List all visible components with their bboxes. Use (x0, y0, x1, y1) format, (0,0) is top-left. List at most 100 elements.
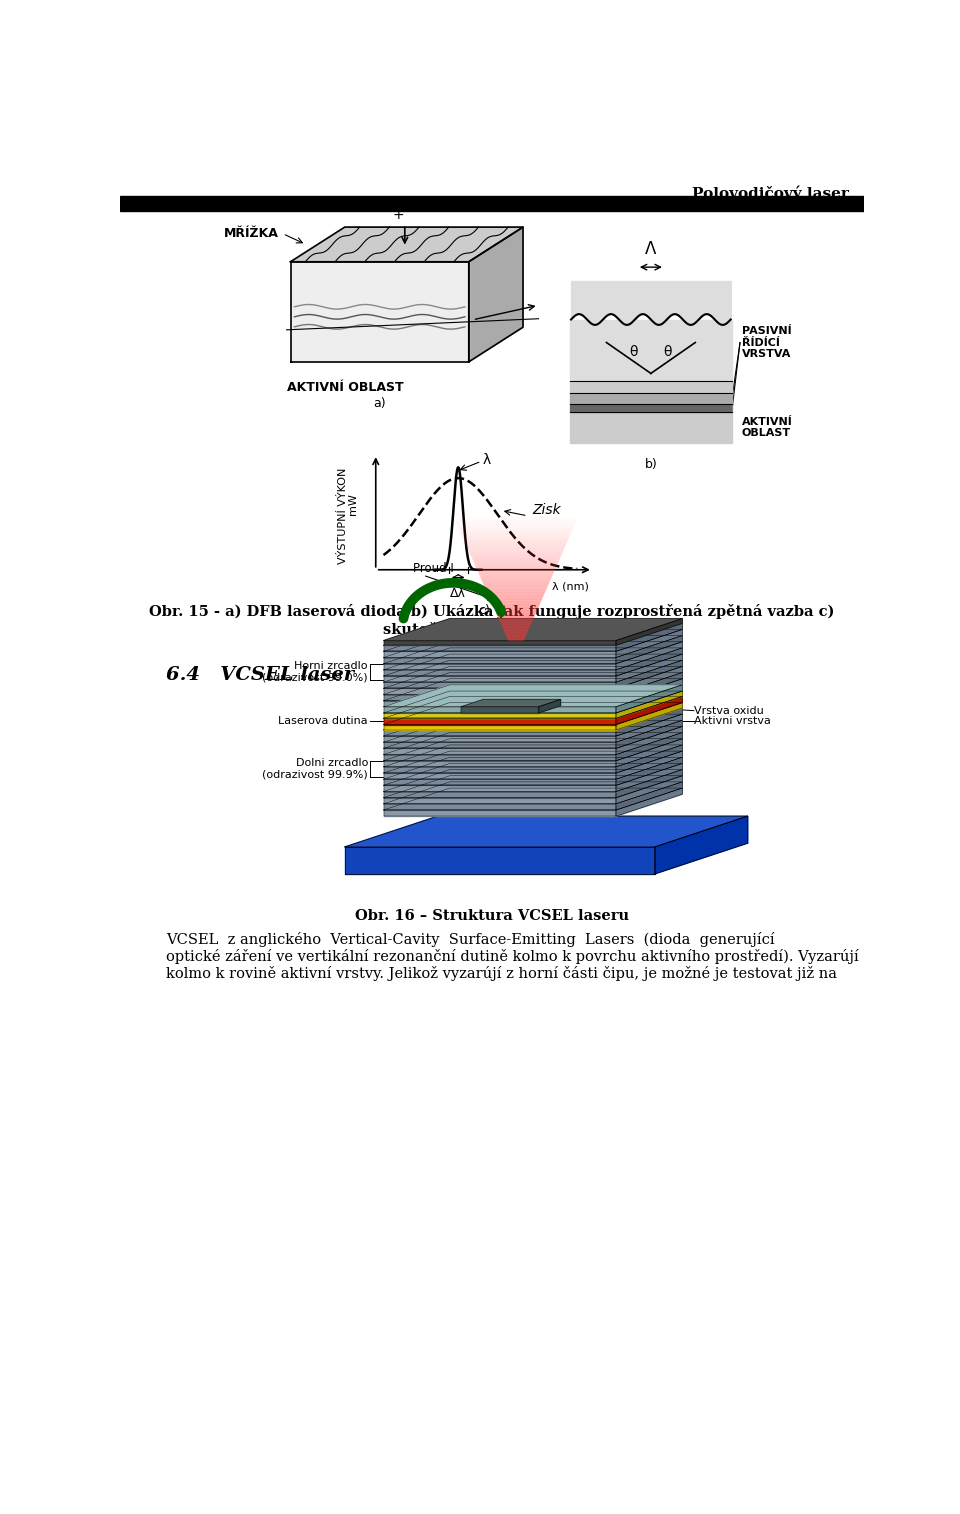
Polygon shape (504, 631, 528, 634)
Text: skutečný singlemode zaříč: skutečný singlemode zaříč (383, 621, 601, 637)
Polygon shape (383, 792, 616, 798)
Text: b): b) (644, 459, 658, 471)
Polygon shape (500, 622, 532, 625)
Text: PASIVNÍ
ŘÍDÍCÍ
VRSTVA: PASIVNÍ ŘÍDÍCÍ VRSTVA (741, 326, 791, 359)
Bar (569, 412, 732, 442)
Polygon shape (616, 666, 683, 695)
Polygon shape (616, 781, 683, 810)
Polygon shape (383, 684, 683, 707)
Polygon shape (383, 663, 616, 669)
Polygon shape (383, 768, 616, 774)
Text: kolmo k rovině aktivní vrstvy. Jelikož vyzarújí z horní části čipu, je možné je : kolmo k rovině aktivní vrstvy. Jelikož v… (166, 966, 837, 981)
Polygon shape (461, 699, 561, 707)
Text: VÝSTUPNÍ VÝKON
      mW: VÝSTUPNÍ VÝKON mW (338, 468, 359, 565)
Text: λ: λ (483, 453, 492, 466)
Polygon shape (488, 595, 544, 598)
Polygon shape (383, 774, 616, 780)
Polygon shape (478, 572, 554, 575)
Polygon shape (487, 592, 545, 595)
Polygon shape (616, 745, 683, 774)
Polygon shape (383, 624, 683, 645)
Polygon shape (383, 786, 616, 792)
Polygon shape (507, 637, 525, 640)
Polygon shape (383, 669, 616, 677)
Polygon shape (383, 701, 616, 707)
Text: θ: θ (663, 345, 672, 359)
Polygon shape (383, 736, 616, 742)
Text: Horni zrcadlo
(odrazivost 99.0%): Horni zrcadlo (odrazivost 99.0%) (262, 662, 368, 683)
Polygon shape (483, 581, 549, 584)
Polygon shape (485, 589, 547, 592)
Bar (569, 319, 732, 382)
Text: Δλ: Δλ (450, 587, 467, 600)
Text: Dolni zrcadlo
(odrazivost 99.9%): Dolni zrcadlo (odrazivost 99.9%) (262, 759, 368, 780)
Polygon shape (383, 721, 683, 742)
Text: +: + (393, 207, 404, 223)
Polygon shape (471, 557, 561, 560)
Polygon shape (616, 690, 683, 718)
Polygon shape (616, 702, 683, 730)
Polygon shape (383, 648, 683, 669)
Polygon shape (480, 575, 552, 578)
Text: optické záření ve vertikální rezonanční dutině kolmo k povrchu aktivního prostře: optické záření ve vertikální rezonanční … (166, 949, 859, 963)
Polygon shape (484, 584, 548, 589)
Polygon shape (616, 642, 683, 669)
Polygon shape (383, 678, 683, 701)
Polygon shape (291, 262, 468, 362)
Polygon shape (383, 745, 683, 768)
Text: VCSEL  z anglického  Vertical-Cavity  Surface-Emitting  Lasers  (dioda  generují: VCSEL z anglického Vertical-Cavity Surfa… (166, 931, 775, 946)
Bar (120, 195, 864, 197)
Polygon shape (616, 648, 683, 677)
Polygon shape (383, 695, 616, 701)
Polygon shape (383, 769, 683, 792)
Polygon shape (494, 610, 538, 613)
Polygon shape (383, 733, 683, 754)
Bar (569, 382, 732, 392)
Text: a): a) (373, 397, 386, 409)
Bar (569, 392, 732, 404)
Text: Obr. 16 – Struktura VCSEL laseru: Obr. 16 – Struktura VCSEL laseru (355, 908, 629, 922)
Polygon shape (383, 702, 683, 725)
Polygon shape (496, 613, 536, 616)
Polygon shape (468, 548, 564, 551)
Polygon shape (616, 660, 683, 689)
Polygon shape (616, 684, 683, 713)
Polygon shape (616, 789, 683, 816)
Polygon shape (383, 763, 683, 786)
Polygon shape (383, 651, 616, 657)
Polygon shape (506, 634, 526, 637)
Text: θ: θ (630, 345, 638, 359)
Polygon shape (383, 657, 616, 663)
Polygon shape (616, 619, 683, 645)
Polygon shape (460, 530, 572, 533)
Polygon shape (461, 533, 571, 536)
Polygon shape (490, 598, 542, 601)
Polygon shape (383, 754, 616, 760)
Polygon shape (616, 733, 683, 760)
Polygon shape (616, 739, 683, 768)
Text: MŘÍŽKA: MŘÍŽKA (224, 227, 278, 241)
Text: 6.4   VCSEL laser: 6.4 VCSEL laser (166, 666, 354, 684)
Polygon shape (383, 789, 683, 810)
Polygon shape (491, 601, 541, 604)
Polygon shape (383, 642, 683, 663)
Text: AKTIVNÍ OBLAST: AKTIVNÍ OBLAST (287, 382, 403, 394)
Polygon shape (501, 625, 531, 628)
Polygon shape (616, 757, 683, 786)
Polygon shape (499, 619, 533, 622)
Polygon shape (616, 751, 683, 780)
Polygon shape (616, 769, 683, 798)
Polygon shape (345, 816, 748, 846)
Text: Λ: Λ (645, 239, 657, 257)
Polygon shape (383, 757, 683, 780)
Polygon shape (383, 645, 616, 651)
Text: Aktivni vrstva: Aktivni vrstva (694, 716, 771, 727)
Polygon shape (616, 624, 683, 651)
Polygon shape (616, 709, 683, 736)
Polygon shape (383, 640, 616, 645)
Polygon shape (383, 760, 616, 768)
Polygon shape (461, 707, 539, 713)
Text: Zisk: Zisk (532, 504, 561, 518)
Polygon shape (383, 725, 616, 730)
Polygon shape (383, 730, 616, 736)
